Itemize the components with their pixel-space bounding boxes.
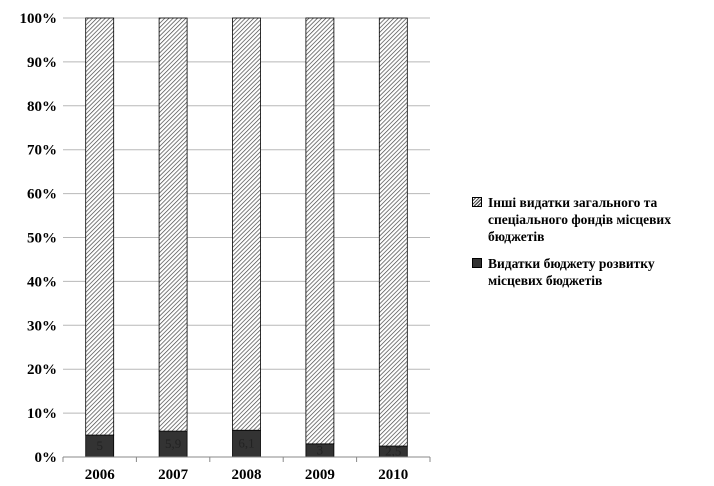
bar-other-2007 bbox=[158, 17, 188, 432]
y-tick-label: 30% bbox=[27, 318, 57, 334]
x-tick-label: 2008 bbox=[232, 467, 262, 483]
legend-item-other: Інші видатки загального та спеціального … bbox=[470, 194, 710, 245]
legend-label-development: Видатки бюджету розвитку місцевих бюджет… bbox=[488, 256, 655, 288]
y-tick-label: 60% bbox=[27, 187, 57, 203]
data-label: 3 bbox=[317, 442, 324, 457]
y-tick-label: 90% bbox=[27, 55, 57, 71]
bar-other-2008 bbox=[232, 17, 261, 431]
bar-other-2006 bbox=[85, 17, 115, 436]
x-tick-label: 2009 bbox=[305, 467, 335, 483]
y-tick-label: 40% bbox=[27, 274, 57, 290]
legend-swatch-hatched bbox=[472, 197, 482, 207]
x-tick-label: 2007 bbox=[158, 467, 189, 483]
data-label: 5 bbox=[96, 438, 103, 453]
y-tick-label: 0% bbox=[35, 450, 58, 466]
legend: Інші видатки загального та спеціального … bbox=[470, 194, 710, 299]
x-tick-label: 2006 bbox=[85, 467, 116, 483]
data-label: 6,1 bbox=[238, 436, 254, 451]
y-tick-label: 50% bbox=[27, 231, 57, 247]
y-tick-label: 100% bbox=[20, 11, 58, 27]
y-tick-label: 20% bbox=[27, 362, 57, 378]
bar-development-2008 bbox=[232, 429, 261, 458]
x-axis-ticks: 2006 2007 2008 2009 2010 bbox=[62, 457, 431, 483]
y-axis-ticks: 0% 10% 20% 30% 40% 50% 60% 70% 80% 90% 100% bbox=[20, 11, 58, 466]
y-tick-label: 80% bbox=[27, 99, 57, 115]
y-tick-label: 70% bbox=[27, 143, 57, 159]
legend-label-other: Інші видатки загального та спеціального … bbox=[488, 195, 671, 244]
bar-other-2009 bbox=[305, 17, 335, 445]
legend-swatch-solid bbox=[472, 258, 482, 268]
data-label: 5,9 bbox=[165, 436, 181, 451]
legend-item-development: Видатки бюджету розвитку місцевих бюджет… bbox=[470, 255, 710, 289]
bar-other-2010 bbox=[378, 17, 408, 447]
x-tick-label: 2010 bbox=[378, 467, 408, 483]
y-tick-label: 10% bbox=[27, 406, 57, 422]
bars: 5 5,9 6,1 3 2,5 bbox=[85, 17, 408, 459]
data-label: 2,5 bbox=[385, 444, 401, 459]
